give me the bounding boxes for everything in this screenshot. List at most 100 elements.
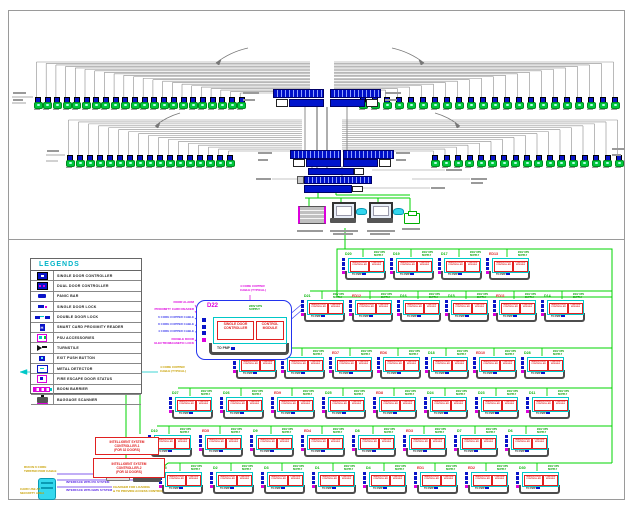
module-id-label: ED11 xyxy=(496,294,505,298)
controller-enclosure: SINGLE DOOR CONTROLLER CONTROL MODULE xyxy=(492,258,529,273)
wire-label-dash xyxy=(471,178,487,180)
controller-enclosure: SINGLE DOOR CONTROLLER CONTROL MODULE xyxy=(154,435,191,450)
pmp-connector xyxy=(444,411,449,415)
single-door-controller-box: SINGLE DOOR CONTROLLER xyxy=(381,399,400,411)
ups-supply-label: 230V UPS SUPPLY xyxy=(445,465,457,471)
reader-device-icon xyxy=(75,159,85,167)
device-label-dash xyxy=(442,109,449,110)
control-module-box: CONTROL MODULE xyxy=(328,437,343,449)
device-label-dash xyxy=(217,109,224,110)
to-pmp-label: TO PMP xyxy=(463,449,480,453)
door-controller-module: D2 230V UPS SUPPLY SINGLE DOOR CONTROLLER C… xyxy=(209,465,254,497)
reader-lens xyxy=(114,104,118,106)
wire-label-dash xyxy=(256,178,271,180)
control-module-box: CONTROL MODULE xyxy=(175,437,190,449)
single-door-controller-box: SINGLE DOOR CONTROLLER xyxy=(501,302,520,314)
reader-device-icon xyxy=(511,159,520,167)
controller-bar-top-left xyxy=(273,89,324,98)
reader-device-icon xyxy=(145,159,155,167)
ups-supply-label: 230V UPS SUPPLY xyxy=(557,390,569,396)
cable-loop xyxy=(264,485,305,494)
reader-lens xyxy=(201,104,205,106)
controller-enclosure: SINGLE DOOR CONTROLLER CONTROL MODULE xyxy=(358,435,395,450)
single-door-controller-box: SINGLE DOOR CONTROLLER xyxy=(337,359,356,371)
device-label-dash xyxy=(488,167,494,168)
door-device xyxy=(111,97,121,112)
control-module-box: CONTROL MODULE xyxy=(379,437,394,449)
pmp-connector xyxy=(465,314,470,318)
cable-loop xyxy=(519,485,560,494)
reader-device-icon xyxy=(185,159,195,167)
door-controller-module: D3 230V UPS SUPPLY SINGLE DOOR CONTROLLER C… xyxy=(260,465,305,497)
device-label-dash xyxy=(159,109,166,110)
door-device xyxy=(185,155,195,170)
door-device xyxy=(442,155,451,170)
pmp-connector xyxy=(342,411,347,415)
reader-device-icon xyxy=(502,101,512,109)
ups-supply-label: 230V UPS SUPPLY xyxy=(200,390,212,396)
io-points xyxy=(541,300,545,318)
reader-device-icon xyxy=(85,159,95,167)
reader-lens xyxy=(594,162,598,164)
controller-enclosure: SINGLE DOOR CONTROLLER CONTROL MODULE xyxy=(175,397,212,412)
cable-loop xyxy=(468,485,509,494)
reader-lens xyxy=(529,104,533,106)
legend-label: BAGGAGE SCANNER xyxy=(57,397,98,402)
turnstile-icon xyxy=(31,343,54,353)
controller-bar-mid-left xyxy=(290,150,341,159)
reader-lens xyxy=(502,162,506,164)
device-label-dash xyxy=(394,109,401,110)
legend-label: SMART CARD PROXIMITY READER xyxy=(57,325,124,330)
legend-label: METAL DETECTOR xyxy=(57,366,93,371)
reader-lens xyxy=(613,104,617,106)
to-pmp-label: TO PMP xyxy=(358,314,375,318)
cable-loop xyxy=(304,313,345,322)
door-device xyxy=(75,155,85,170)
cable-loop xyxy=(209,343,289,355)
single-door-controller-box: SINGLE DOOR CONTROLLER xyxy=(309,437,328,449)
exit-push-button-icon xyxy=(31,353,54,364)
door-device xyxy=(85,155,95,170)
equipment-label-dashes xyxy=(370,233,390,235)
head-end-bar-3 xyxy=(304,185,352,193)
reader-device-icon xyxy=(179,101,188,109)
reader-device-icon xyxy=(545,159,555,167)
door-device xyxy=(52,97,62,112)
reader-device-icon xyxy=(562,101,572,109)
pmp-connector xyxy=(561,314,566,318)
reader-device-icon xyxy=(165,159,175,167)
single-door-controller-box: SINGLE DOOR CONTROLLER xyxy=(422,474,441,486)
annotation-twisted-pair: RUN IN 6 CORE TWISTED PAIR CABLE xyxy=(24,465,57,473)
door-device xyxy=(43,97,53,112)
door-device xyxy=(125,155,135,170)
ups-supply-label: 230V UPS SUPPLY xyxy=(332,428,344,434)
pmp-connector xyxy=(513,314,518,318)
module-id-label: D8 xyxy=(355,429,360,433)
reader-lens xyxy=(65,104,69,106)
pmp-connector xyxy=(445,371,450,375)
single-door-controller-box: SINGLE DOOR CONTROLLER xyxy=(462,437,481,449)
control-module-box: CONTROL MODULE xyxy=(349,399,364,411)
door-device xyxy=(586,97,596,112)
reader-device-icon xyxy=(568,159,578,167)
cable-loop xyxy=(427,410,468,419)
reader-device-icon xyxy=(237,101,247,109)
door-device xyxy=(453,155,463,170)
door-controller-module: ED3 230V UPS SUPPLY SINGLE DOOR CONTROLLER… xyxy=(402,428,447,460)
equipment-label-dashes xyxy=(330,230,358,232)
device-label-dash xyxy=(140,109,147,110)
device-label-dash xyxy=(169,109,176,110)
control-module-box: CONTROL MODULE xyxy=(390,474,405,486)
reader-lens xyxy=(104,104,108,106)
cable-loop xyxy=(400,313,441,322)
reader-device-icon xyxy=(33,101,43,109)
to-pmp-label: TO PMP xyxy=(399,272,416,276)
control-module-box: CONTROL MODULE xyxy=(543,474,558,486)
pmp-connector xyxy=(369,314,374,318)
io-points xyxy=(516,472,520,490)
door-device xyxy=(175,155,185,170)
reader-lens xyxy=(55,104,59,106)
reader-device-icon xyxy=(105,159,115,167)
single-door-controller-box: SINGLE DOOR CONTROLLER xyxy=(350,260,369,272)
reader-device-icon xyxy=(430,101,440,109)
